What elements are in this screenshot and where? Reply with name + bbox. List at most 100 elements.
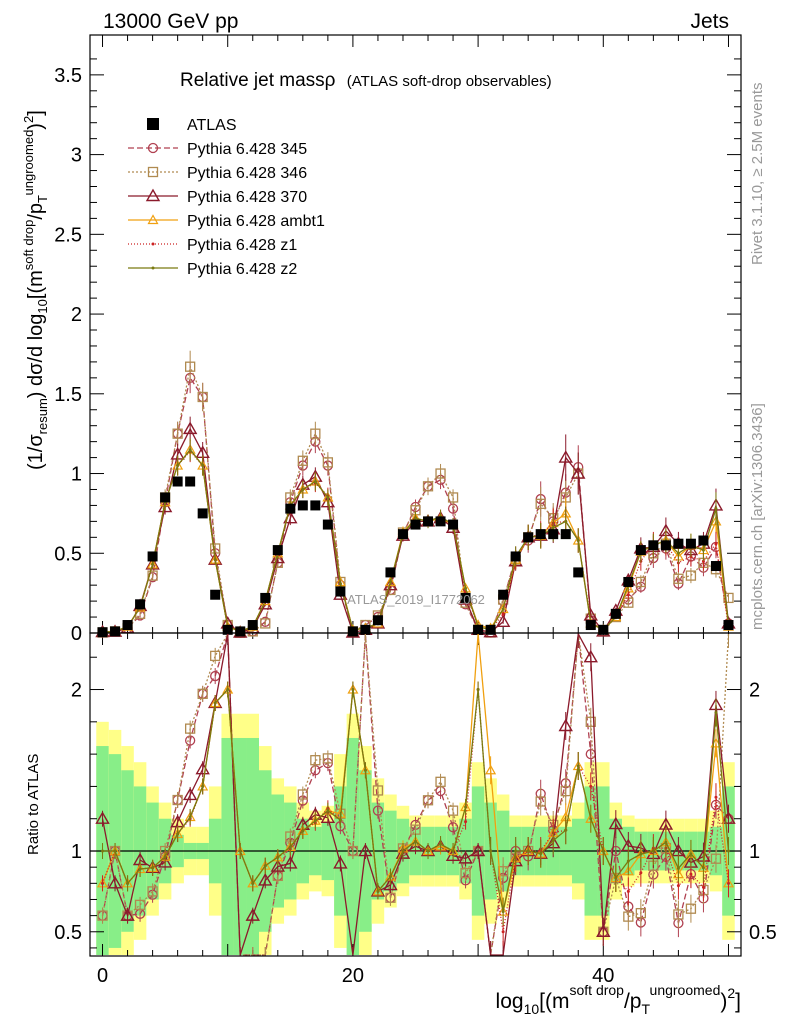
atlas-point [335, 586, 346, 597]
series-6-ratio-point [301, 829, 305, 833]
series-2-ratio-point [635, 907, 646, 919]
series-5-ratio-point [714, 795, 718, 799]
legend-marker-atlas [147, 118, 159, 130]
series-6-ratio-point [664, 840, 668, 844]
series-3-ratio-point [270, 859, 285, 872]
series-2-ratio-point [134, 899, 146, 911]
series-2-ratio-point [422, 795, 434, 806]
series-2-ratio-point [685, 903, 697, 914]
series-6-point [576, 539, 580, 543]
legend-marker [151, 266, 155, 270]
series-6-point [464, 586, 468, 590]
series-4-point [384, 576, 396, 587]
atlas-point [585, 620, 596, 631]
ratio-band-inner [221, 737, 234, 955]
series-6-ratio-point [564, 828, 568, 832]
series-6-point [313, 480, 317, 484]
series-2-point [435, 468, 446, 479]
atlas-point [448, 519, 459, 530]
series-3-ratio-point [157, 855, 173, 868]
legend: ATLAS Pythia 6.428 345 Pythia 6.428 346 Pyt… [128, 117, 325, 278]
series-6-ratio-point [464, 805, 468, 809]
series-6-ratio-point [276, 855, 280, 859]
series-6-ratio-point [288, 845, 292, 849]
series-3-point [495, 614, 511, 628]
series-2-point [447, 492, 459, 503]
atlas-point [97, 627, 108, 638]
y-tick-label: 3.5 [54, 65, 82, 87]
atlas-point [598, 624, 609, 635]
legend-label: Pythia 6.428 370 [187, 189, 307, 206]
series-5-point [501, 612, 505, 616]
series-2-point [685, 570, 697, 581]
series-6-point [301, 487, 305, 491]
atlas-point [435, 516, 446, 527]
series-2-point [723, 592, 734, 604]
atlas-point [385, 567, 396, 578]
series-3-ratio-point [107, 875, 123, 889]
title-subtitle: (ATLAS soft-drop observables) [347, 73, 552, 90]
series-3-ratio-line [101, 631, 730, 956]
series-2-ratio-point [460, 867, 471, 879]
atlas-point [397, 529, 408, 540]
chart-title: Relative jet massρ (ATLAS soft-drop obse… [180, 70, 552, 91]
series-6-ratio-point [351, 688, 355, 692]
series-6-ratio-point [313, 819, 317, 823]
series-6-point [213, 558, 217, 562]
series-3-ratio-point [320, 810, 336, 823]
series-6-ratio-point [363, 768, 367, 772]
series-3-ratio-point [608, 816, 624, 830]
series-3-point [207, 552, 223, 565]
atlas-point [410, 519, 421, 530]
series-5-ratio-point [101, 881, 105, 885]
atlas-point [573, 567, 584, 578]
series-1-ratio-point [372, 805, 384, 816]
series-6-ratio-point [126, 881, 130, 885]
series-6-ratio-point [639, 852, 643, 856]
series-2-ratio-point [372, 785, 384, 796]
series-6-ratio-point [439, 842, 443, 846]
atlas-point [372, 615, 383, 626]
series-3-ratio-point [470, 843, 486, 857]
series-6-ratio-point [138, 867, 142, 871]
series-6-ratio-point [113, 849, 117, 853]
atlas-point [723, 620, 734, 631]
series-3-ratio-point [333, 856, 348, 869]
series-5-ratio-point [464, 820, 468, 824]
series-6-ratio-point [626, 859, 630, 863]
y-tick-label: 0 [71, 623, 82, 645]
series-2-point [260, 618, 271, 629]
series-6-ratio-point [501, 910, 505, 914]
y-tick-label: 1.5 [54, 384, 82, 406]
series-3-ratio-point [258, 872, 273, 886]
series-6-ratio-point [226, 688, 230, 692]
atlas-point [322, 519, 333, 530]
series-6-ratio-point [201, 784, 205, 788]
series-2-point [422, 481, 434, 492]
series-5-ratio-point [626, 889, 630, 893]
legend-label: Pythia 6.428 z1 [187, 237, 297, 254]
atlas-point [648, 540, 659, 551]
atlas-point [460, 592, 471, 603]
atlas-point [473, 624, 484, 635]
series-2-ratio-point [347, 845, 359, 857]
series-6-ratio-point [489, 849, 493, 853]
series-6-ratio-point [539, 852, 543, 856]
series-5-ratio-point [701, 885, 705, 889]
series-6-point [338, 582, 342, 586]
series-2-ratio-point [710, 853, 722, 864]
series-3-ratio-point [120, 908, 135, 921]
series-3-ratio-point [583, 649, 598, 663]
atlas-point [347, 626, 358, 637]
series-6-ratio-point [526, 849, 530, 853]
series-6-ratio-point [601, 849, 605, 853]
series-6-point [501, 607, 505, 611]
y-tick-label: 0.5 [54, 543, 82, 565]
legend-marker [147, 166, 159, 178]
y-tick-label: 2 [71, 304, 82, 326]
series-6-point [714, 507, 718, 511]
series-1-ratio-point [447, 822, 459, 833]
atlas-point [297, 500, 308, 511]
atlas-point [673, 538, 684, 549]
legend-label: Pythia 6.428 z2 [187, 261, 297, 278]
